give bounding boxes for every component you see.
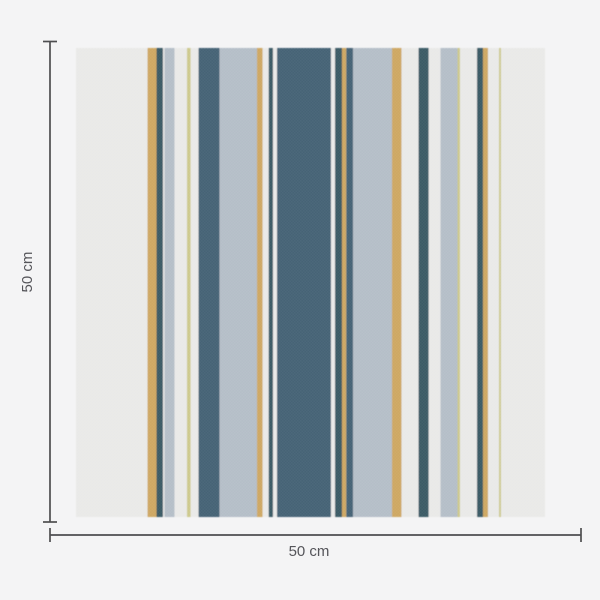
svg-text:50 cm: 50 cm [19, 252, 36, 293]
svg-text:50 cm: 50 cm [289, 543, 330, 560]
